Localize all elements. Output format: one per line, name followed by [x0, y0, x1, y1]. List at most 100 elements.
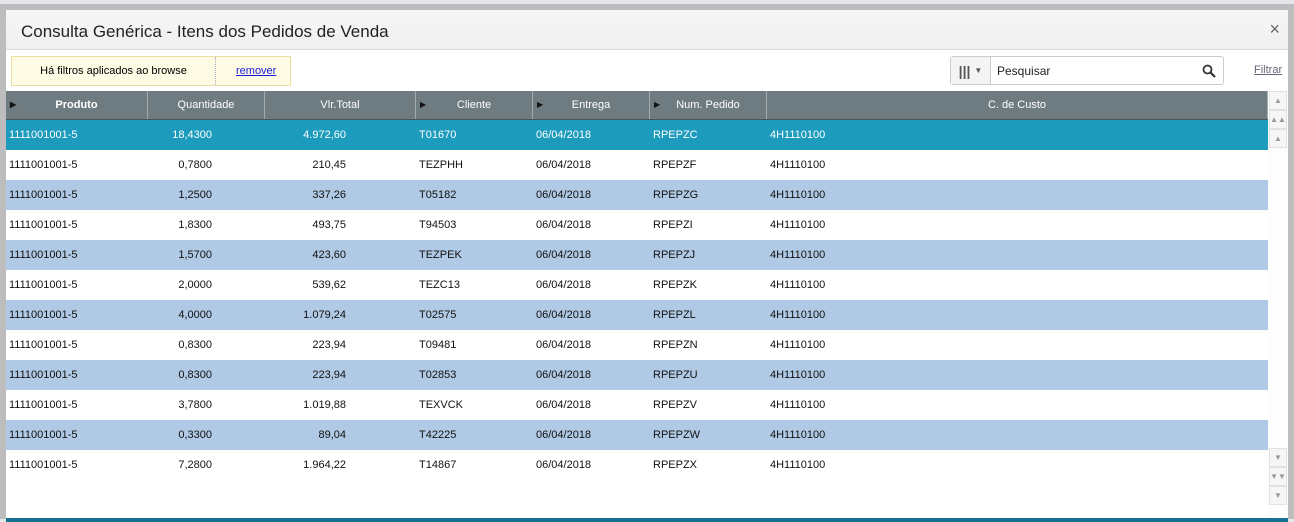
table-cell: 1111001001-5 [9, 279, 78, 291]
table-cell: 06/04/2018 [536, 159, 592, 171]
table-cell: 1111001001-5 [9, 159, 78, 171]
table-cell: 223,94 [312, 339, 346, 351]
table-cell: RPEPZK [653, 279, 698, 291]
column-header-cliente[interactable]: ▶ Cliente [416, 91, 533, 119]
table-row[interactable]: 1111001001-5 7,2800 1.964,22 T14867 06/04/20… [6, 450, 1288, 480]
table-cell: 1111001001-5 [9, 429, 78, 441]
table-cell: 4.972,60 [303, 129, 346, 141]
table-cell: 3,7800 [178, 399, 212, 411]
table-cell: T94503 [419, 219, 457, 231]
column-header-label: Quantidade [177, 99, 235, 111]
chevron-down-icon: ▼ [974, 66, 983, 75]
dialog-title: Consulta Genérica - Itens dos Pedidos de… [21, 22, 389, 41]
table-row[interactable]: 1111001001-5 1,5700 423,60 TEZPEK 06/04/2018… [6, 240, 1288, 270]
table-cell: 1,2500 [178, 189, 212, 201]
table-cell: T01670 [419, 129, 457, 141]
table-cell: 18,4300 [172, 129, 212, 141]
search-input[interactable] [991, 57, 1195, 84]
table-cell: 06/04/2018 [536, 429, 592, 441]
table-cell: 4H1110100 [770, 129, 826, 141]
table-cell: 2,0000 [178, 279, 212, 291]
scroll-page-down-button[interactable]: ▼▼ [1269, 467, 1287, 486]
vertical-scrollbar[interactable]: ▲ ▲▲ ▲ ▼ ▼▼ ▼ [1268, 91, 1288, 521]
scroll-bottom-button[interactable]: ▼ [1269, 486, 1287, 505]
column-header-label: Cliente [456, 99, 492, 111]
table-cell: RPEPZL [653, 309, 696, 321]
table-cell: 06/04/2018 [536, 219, 592, 231]
table-cell: 4H1110100 [770, 339, 826, 351]
table-cell: RPEPZX [653, 459, 698, 471]
column-selector-button[interactable]: ||| ▼ [951, 57, 991, 84]
table-cell: T14867 [419, 459, 457, 471]
table-cell: 4,0000 [178, 309, 212, 321]
table-cell: 1111001001-5 [9, 249, 78, 261]
table-cell: RPEPZN [653, 339, 698, 351]
table-row[interactable]: 1111001001-5 0,7800 210,45 TEZPHH 06/04/2018… [6, 150, 1288, 180]
table-row[interactable]: 1111001001-5 1,8300 493,75 T94503 06/04/2018… [6, 210, 1288, 240]
column-header-produto[interactable]: ▶ Produto [6, 91, 148, 119]
scroll-page-up-button[interactable]: ▲▲ [1269, 110, 1287, 129]
column-header-num-pedido[interactable]: ▶ Num. Pedido [650, 91, 767, 119]
table-cell: 4H1110100 [770, 399, 826, 411]
expand-arrow-icon[interactable]: ▶ [420, 100, 427, 109]
column-header-entrega[interactable]: ▶ Entrega [533, 91, 650, 119]
search-box: ||| ▼ [950, 56, 1224, 85]
column-header-c-de-custo[interactable]: C. de Custo [767, 91, 1268, 119]
column-header-vlr-total[interactable]: Vlr.Total [265, 91, 416, 119]
table-row[interactable]: 1111001001-5 0,8300 223,94 T09481 06/04/2018… [6, 330, 1288, 360]
scroll-top-button[interactable]: ▲ [1269, 91, 1287, 110]
table-cell: 06/04/2018 [536, 189, 592, 201]
table-cell: 1111001001-5 [9, 399, 78, 411]
table-row[interactable]: 1111001001-5 2,0000 539,62 TEZC13 06/04/2018… [6, 270, 1288, 300]
table-row[interactable]: 1111001001-5 0,8300 223,94 T02853 06/04/2018… [6, 360, 1288, 390]
table-cell: RPEPZG [653, 189, 699, 201]
table-row[interactable]: 1111001001-5 18,4300 4.972,60 T01670 06/04/2… [6, 120, 1288, 150]
table-cell: 0,8300 [178, 369, 212, 381]
table-cell: 4H1110100 [770, 219, 826, 231]
toolbar: Há filtros aplicados ao browse remover |… [6, 50, 1288, 91]
table-cell: 4H1110100 [770, 309, 826, 321]
table-cell: 0,7800 [178, 159, 212, 171]
table-cell: 1111001001-5 [9, 189, 78, 201]
table-cell: 210,45 [312, 159, 346, 171]
table-cell: TEZPEK [419, 249, 462, 261]
table-cell: 4H1110100 [770, 369, 826, 381]
table-cell: 1111001001-5 [9, 129, 78, 141]
expand-arrow-icon[interactable]: ▶ [654, 100, 661, 109]
column-header-label: Vlr.Total [320, 99, 360, 111]
table-cell: 1111001001-5 [9, 339, 78, 351]
table-cell: 223,94 [312, 369, 346, 381]
table-cell: T09481 [419, 339, 457, 351]
table-cell: RPEPZW [653, 429, 701, 441]
table-cell: RPEPZU [653, 369, 698, 381]
table-cell: 4H1110100 [770, 159, 826, 171]
table-cell: 0,3300 [178, 429, 212, 441]
table-row[interactable]: 1111001001-5 3,7800 1.019,88 TEXVCK 06/04/20… [6, 390, 1288, 420]
table-cell: 539,62 [312, 279, 346, 291]
table-cell: 06/04/2018 [536, 279, 592, 291]
expand-arrow-icon[interactable]: ▶ [537, 100, 544, 109]
table-cell: 423,60 [312, 249, 346, 261]
table-row[interactable]: 1111001001-5 1,2500 337,26 T05182 06/04/2018… [6, 180, 1288, 210]
close-icon[interactable]: × [1269, 19, 1280, 39]
column-header-label: Num. Pedido [676, 99, 740, 111]
table-row[interactable]: 1111001001-5 0,3300 89,04 T42225 06/04/2018 R… [6, 420, 1288, 450]
table-cell: 06/04/2018 [536, 459, 592, 471]
table-cell: T02853 [419, 369, 457, 381]
scroll-down-button[interactable]: ▼ [1269, 448, 1287, 467]
filter-link[interactable]: Filtrar [1254, 64, 1283, 76]
expand-arrow-icon[interactable]: ▶ [10, 100, 17, 109]
table-cell: 06/04/2018 [536, 369, 592, 381]
table-cell: T05182 [419, 189, 457, 201]
column-header-quantidade[interactable]: Quantidade [148, 91, 265, 119]
search-icon[interactable] [1195, 57, 1223, 84]
table-cell: 1111001001-5 [9, 219, 78, 231]
scroll-up-button[interactable]: ▲ [1269, 129, 1287, 148]
remove-filter-link[interactable]: remover [236, 65, 277, 77]
table-cell: 4H1110100 [770, 459, 826, 471]
table-cell: 1111001001-5 [9, 369, 78, 381]
table-cell: 4H1110100 [770, 429, 826, 441]
table-row[interactable]: 1111001001-5 4,0000 1.079,24 T02575 06/04/20… [6, 300, 1288, 330]
column-header-label: Entrega [571, 99, 611, 111]
table-cell: 06/04/2018 [536, 309, 592, 321]
